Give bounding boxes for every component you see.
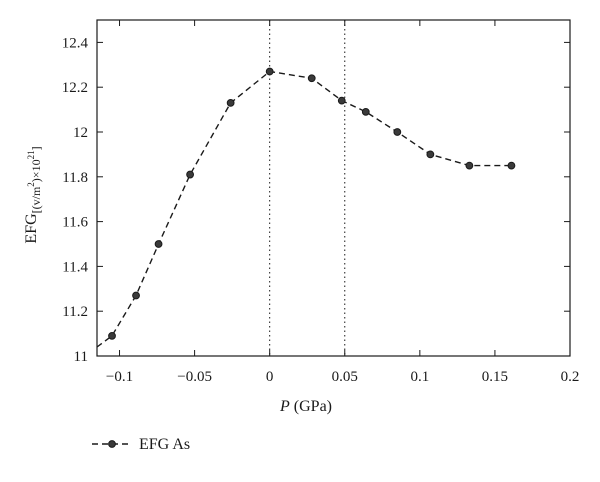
plot-frame xyxy=(96,19,571,357)
y-tick-label: 11 xyxy=(74,349,88,365)
data-point xyxy=(393,128,402,136)
y-axis-label: EFG[(v/m2)×1021] xyxy=(23,146,43,243)
y-tick-label: 11.6 xyxy=(62,215,88,231)
data-point xyxy=(307,74,316,83)
data-point xyxy=(337,96,346,105)
y-tick-label: 12.2 xyxy=(62,80,88,96)
data-point xyxy=(226,98,235,107)
legend-label: EFG As xyxy=(139,436,190,453)
legend: EFG As xyxy=(92,436,190,453)
y-axis-end: ] xyxy=(29,146,43,150)
x-tick-label: 0.15 xyxy=(482,369,508,385)
data-point xyxy=(154,240,163,248)
data-point xyxy=(265,67,274,76)
y-axis-sub: [(v/m xyxy=(29,186,43,213)
x-tick-label: −0.05 xyxy=(177,369,212,385)
y-tick-label: 12.4 xyxy=(62,35,89,51)
y-axis-sup-1: 2 xyxy=(26,182,36,187)
data-point xyxy=(465,161,474,170)
x-axis-label: P (GPa) xyxy=(279,398,332,415)
x-tick-label: 0.05 xyxy=(332,369,358,385)
x-tick-label: 0.2 xyxy=(561,369,580,385)
y-axis-sup-2: 21 xyxy=(26,150,36,159)
data-point xyxy=(108,331,116,340)
x-tick-label: 0 xyxy=(266,369,274,385)
legend-marker xyxy=(108,440,116,448)
series-line-efg-as xyxy=(96,70,512,348)
x-tick-label: 0.1 xyxy=(410,369,429,385)
x-axis-variable: P xyxy=(279,398,290,415)
data-point xyxy=(507,161,516,170)
y-axis-main: EFG xyxy=(23,213,40,244)
y-axis-mid: )×10 xyxy=(29,159,43,182)
y-tick-label: 11.2 xyxy=(62,304,88,320)
x-tick-label: −0.1 xyxy=(106,369,133,385)
data-point xyxy=(132,291,140,300)
data-point xyxy=(361,107,370,116)
y-tick-label: 12 xyxy=(73,125,88,141)
x-axis-unit: (GPa) xyxy=(290,398,332,415)
y-tick-label: 11.4 xyxy=(62,259,88,275)
data-point xyxy=(426,150,435,159)
y-tick-label: 11.8 xyxy=(62,170,88,186)
data-point xyxy=(186,170,194,179)
